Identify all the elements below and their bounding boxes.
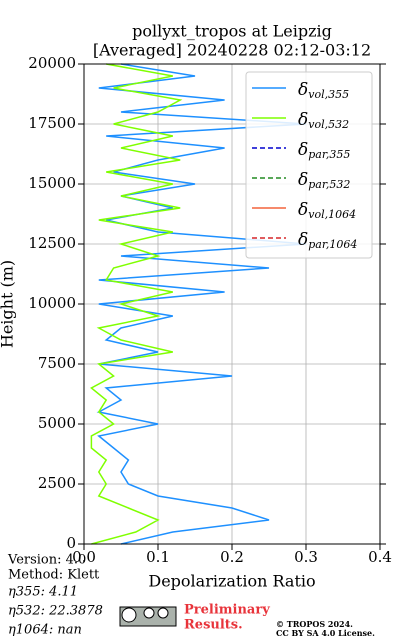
y-tick-label: 0 xyxy=(66,534,76,552)
cc-logo xyxy=(119,606,177,627)
y-tick-label: 10000 xyxy=(28,294,76,312)
y-tick-label: 15000 xyxy=(28,174,76,192)
y-tick-label: 2500 xyxy=(38,474,76,492)
x-tick-label: 0.0 xyxy=(72,548,96,566)
y-tick-label: 5000 xyxy=(38,414,76,432)
note: η532: 22.3878 xyxy=(8,604,103,619)
y-axis-label: Height (m) xyxy=(0,260,17,348)
y-tick-label: 12500 xyxy=(28,234,76,252)
legend: δvol,355 δvol,532 δpar,355 δpar,532 δvol,106… xyxy=(245,71,373,259)
copyright: CC BY SA 4.0 License. xyxy=(276,628,375,638)
x-tick-label: 0.2 xyxy=(220,548,244,566)
note: Method: Klett xyxy=(8,568,100,583)
x-tick-label: 0.4 xyxy=(368,548,392,566)
note: η1064: nan xyxy=(8,623,82,638)
chart-subtitle: [Averaged] 20240228 02:12-03:12 xyxy=(93,41,371,60)
y-tick-label: 20000 xyxy=(28,54,76,72)
legend-label: δpar,532 xyxy=(298,170,350,192)
profile-line xyxy=(90,63,183,545)
preliminary-text: Preliminary xyxy=(184,603,270,618)
y-tick-label: 17500 xyxy=(28,114,76,132)
profile-line xyxy=(96,63,307,545)
plot-frame xyxy=(83,63,381,545)
x-tick-label: 0.1 xyxy=(146,548,170,566)
x-tick-label: 0.3 xyxy=(294,548,318,566)
copyright: © TROPOS 2024. xyxy=(276,619,353,629)
legend-label: δpar,355 xyxy=(298,140,350,162)
note: η355: 4.11 xyxy=(8,585,78,600)
legend-label: δvol,1064 xyxy=(298,200,356,222)
legend-label: δvol,532 xyxy=(298,110,349,132)
note: Version: 4.0 xyxy=(7,553,86,568)
chart-title: pollyxt_tropos at Leipzig xyxy=(132,22,332,41)
preliminary-text: Results. xyxy=(184,618,243,633)
x-axis-label: Depolarization Ratio xyxy=(148,572,315,591)
legend-label: δpar,1064 xyxy=(298,230,357,252)
legend-label: δvol,355 xyxy=(298,80,349,102)
y-tick-label: 7500 xyxy=(38,354,76,372)
